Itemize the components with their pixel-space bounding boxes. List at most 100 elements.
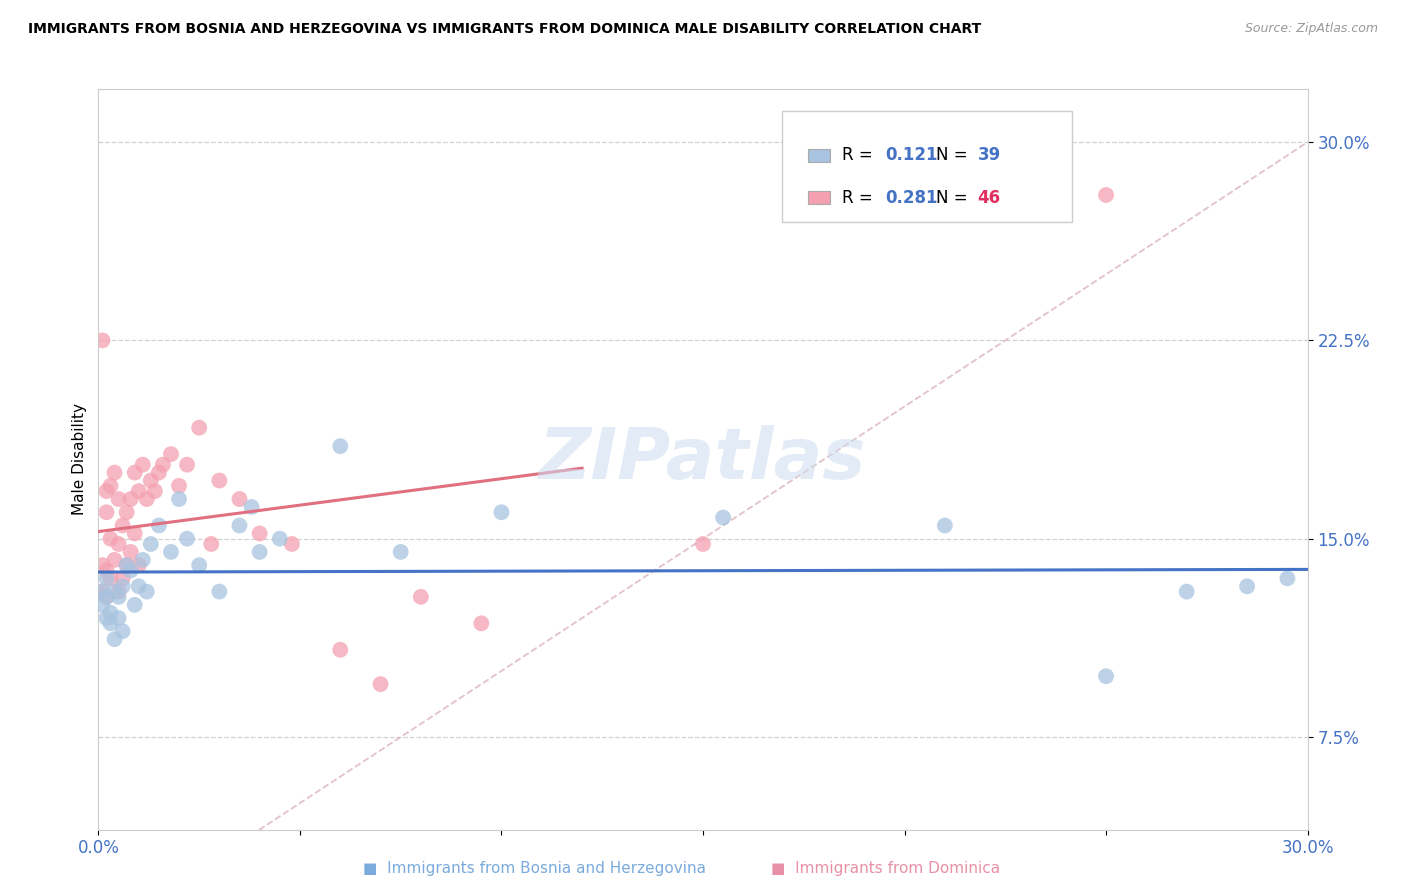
- Point: [111, 518, 134, 533]
- Point: [281, 537, 304, 551]
- Point: [491, 505, 513, 519]
- Text: ■  Immigrants from Dominica: ■ Immigrants from Dominica: [772, 861, 1000, 876]
- Point: [111, 579, 134, 593]
- Point: [167, 491, 190, 506]
- Text: 0.281: 0.281: [886, 189, 938, 207]
- Point: [249, 526, 271, 541]
- Point: [100, 616, 122, 631]
- FancyBboxPatch shape: [782, 112, 1071, 222]
- Point: [934, 518, 956, 533]
- Point: [103, 632, 125, 647]
- Point: [1095, 669, 1118, 683]
- Y-axis label: Male Disability: Male Disability: [72, 403, 87, 516]
- Text: N =: N =: [936, 189, 973, 207]
- Point: [91, 598, 114, 612]
- Point: [96, 590, 118, 604]
- Point: [139, 537, 162, 551]
- Point: [124, 466, 146, 480]
- Text: 39: 39: [977, 146, 1001, 164]
- Point: [470, 616, 492, 631]
- Point: [176, 458, 198, 472]
- Point: [1236, 579, 1258, 593]
- Point: [389, 545, 412, 559]
- Point: [208, 584, 231, 599]
- Point: [329, 642, 352, 657]
- Point: [409, 590, 432, 604]
- Text: R =: R =: [842, 146, 879, 164]
- Bar: [808, 149, 830, 162]
- Point: [120, 545, 142, 559]
- Point: [1277, 571, 1299, 585]
- Text: 0.121: 0.121: [886, 146, 938, 164]
- Point: [128, 484, 150, 499]
- Point: [132, 553, 155, 567]
- Point: [228, 518, 250, 533]
- Point: [143, 484, 166, 499]
- Point: [128, 558, 150, 573]
- Point: [96, 505, 118, 519]
- Point: [96, 571, 118, 585]
- Point: [115, 558, 138, 573]
- Point: [96, 590, 118, 604]
- Point: [107, 491, 129, 506]
- Text: ZIPatlas: ZIPatlas: [540, 425, 866, 494]
- Point: [269, 532, 291, 546]
- Point: [100, 532, 122, 546]
- Point: [107, 537, 129, 551]
- Point: [120, 491, 142, 506]
- Text: Source: ZipAtlas.com: Source: ZipAtlas.com: [1244, 22, 1378, 36]
- Point: [1175, 584, 1198, 599]
- Point: [135, 584, 157, 599]
- Point: [91, 558, 114, 573]
- Point: [249, 545, 271, 559]
- Point: [100, 606, 122, 620]
- Point: [111, 571, 134, 585]
- Point: [103, 466, 125, 480]
- Point: [139, 474, 162, 488]
- Point: [115, 558, 138, 573]
- Point: [135, 491, 157, 506]
- Point: [711, 510, 734, 524]
- Point: [111, 624, 134, 639]
- Point: [100, 479, 122, 493]
- Point: [91, 584, 114, 599]
- Point: [124, 598, 146, 612]
- Point: [200, 537, 222, 551]
- Bar: [808, 191, 830, 204]
- Point: [370, 677, 392, 691]
- Text: R =: R =: [842, 189, 879, 207]
- Point: [100, 571, 122, 585]
- Point: [176, 532, 198, 546]
- Point: [329, 439, 352, 453]
- Point: [128, 579, 150, 593]
- Point: [1095, 188, 1118, 202]
- Point: [132, 458, 155, 472]
- Point: [91, 334, 114, 348]
- Point: [148, 466, 170, 480]
- Point: [167, 479, 190, 493]
- Point: [96, 611, 118, 625]
- Point: [160, 545, 183, 559]
- Point: [91, 584, 114, 599]
- Text: 46: 46: [977, 189, 1001, 207]
- Point: [96, 564, 118, 578]
- Point: [115, 505, 138, 519]
- Point: [107, 611, 129, 625]
- Point: [152, 458, 174, 472]
- Point: [148, 518, 170, 533]
- Point: [188, 558, 211, 573]
- Text: ■  Immigrants from Bosnia and Herzegovina: ■ Immigrants from Bosnia and Herzegovina: [363, 861, 706, 876]
- Point: [103, 584, 125, 599]
- Point: [96, 484, 118, 499]
- Point: [240, 500, 263, 514]
- Point: [188, 420, 211, 434]
- Point: [103, 553, 125, 567]
- Text: N =: N =: [936, 146, 973, 164]
- Point: [692, 537, 714, 551]
- Point: [228, 491, 250, 506]
- Point: [120, 564, 142, 578]
- Point: [124, 526, 146, 541]
- Point: [107, 584, 129, 599]
- Point: [208, 474, 231, 488]
- Point: [160, 447, 183, 461]
